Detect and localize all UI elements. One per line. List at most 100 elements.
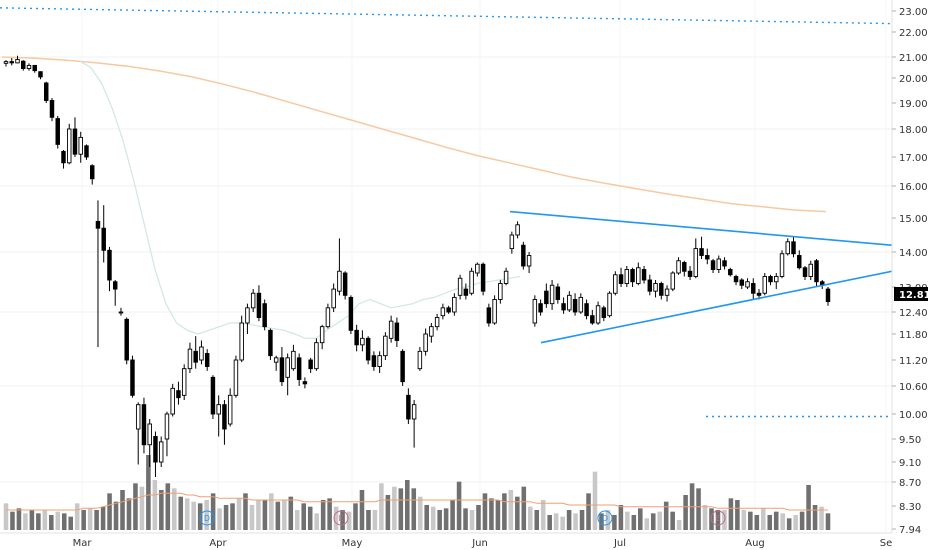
y-tick-label: 19.00 <box>899 99 928 110</box>
volume-bar <box>540 500 546 530</box>
volume-bar <box>812 505 818 530</box>
candle-body <box>158 441 164 463</box>
x-tick-label: May <box>342 538 363 549</box>
volume-bar <box>819 506 824 530</box>
current-price-value: 12.81 <box>899 290 931 301</box>
candle-body <box>762 276 768 294</box>
candle-body <box>112 281 118 290</box>
volume-bar <box>696 488 701 530</box>
candle-body <box>193 350 198 363</box>
volume-bar <box>527 506 533 530</box>
volume-bar <box>573 513 578 530</box>
candle-body <box>176 390 181 399</box>
candle-body <box>411 404 417 420</box>
volume-bar <box>191 501 196 530</box>
candle-body <box>722 260 727 267</box>
volume-bar <box>644 518 650 530</box>
y-tick-label: 8.70 <box>899 478 921 489</box>
volume-bar <box>372 510 378 530</box>
candle-body <box>279 357 285 383</box>
candle-body <box>538 303 543 313</box>
candle-body <box>452 296 457 313</box>
candle-body <box>498 283 503 300</box>
volume-bar <box>566 510 572 530</box>
candle-body <box>578 296 584 313</box>
earnings-marker[interactable] <box>710 510 726 526</box>
y-tick-label: 11.80 <box>899 330 928 341</box>
candle-body <box>814 260 819 283</box>
volume-bar <box>547 515 552 530</box>
candle-body <box>475 263 480 274</box>
candle-body <box>388 320 394 339</box>
x-axis: Mar Apr May Jun Jul Aug Se <box>73 538 893 549</box>
candle-body <box>262 303 267 328</box>
candle-body <box>210 376 216 415</box>
volume-bar <box>379 483 384 530</box>
candle-body <box>785 241 790 255</box>
candle-body <box>319 326 325 344</box>
volume-bar <box>282 500 287 530</box>
volume-bar <box>42 510 48 530</box>
candle-body <box>544 290 549 305</box>
current-price-background <box>894 287 928 301</box>
candle-body <box>515 224 520 236</box>
candle-body <box>549 284 555 305</box>
candle-body <box>342 272 348 296</box>
candle-body <box>72 128 78 155</box>
volume-bar <box>605 510 611 530</box>
candle-body <box>302 381 308 385</box>
volume-bar <box>100 506 106 530</box>
candle-body <box>659 283 664 296</box>
candle-body <box>250 292 256 309</box>
candle-body <box>532 299 538 324</box>
volume-bar <box>579 510 585 530</box>
volume-bar <box>327 498 332 530</box>
y-tick-label: 16.00 <box>899 182 928 193</box>
volume-bar <box>760 508 766 530</box>
volume-bar <box>663 501 669 530</box>
candle-body <box>601 307 607 318</box>
candle-body <box>153 436 158 463</box>
volume-bar <box>94 510 99 530</box>
candle-body <box>170 387 175 415</box>
volume-bar <box>508 490 514 530</box>
volume-bar <box>463 508 468 530</box>
candle-body <box>360 337 365 346</box>
volume-bar <box>411 488 417 530</box>
candle-body <box>49 100 55 118</box>
candle-body <box>222 404 227 430</box>
earnings-marker[interactable] <box>333 510 349 526</box>
event-marker-label: D <box>204 514 210 523</box>
volume-bar <box>49 515 54 530</box>
dividend-marker[interactable] <box>199 510 215 526</box>
candle-body <box>699 248 704 256</box>
candle-body <box>141 404 147 446</box>
candle-body <box>808 263 813 277</box>
y-tick-label: 18.00 <box>899 125 928 136</box>
volume-bar <box>515 496 520 530</box>
y-tick-label: 10.00 <box>899 410 928 421</box>
candle-body <box>710 260 716 270</box>
candle-body <box>285 357 290 378</box>
candle-body <box>797 255 802 269</box>
long-moving-average-line <box>1 56 827 213</box>
volume-bar <box>773 511 779 530</box>
candle-body <box>55 118 60 145</box>
volume-bar <box>741 510 747 530</box>
volume-bar <box>3 503 9 530</box>
volume-bar <box>825 513 831 530</box>
candle-body <box>561 303 566 311</box>
candle-body <box>774 276 779 283</box>
candle-body <box>492 299 497 324</box>
volume-bar <box>398 488 404 530</box>
dividend-marker[interactable] <box>597 510 613 526</box>
candle-body <box>641 269 647 281</box>
volume-bar <box>74 503 80 530</box>
candle-body <box>38 71 43 78</box>
volume-bar <box>294 510 300 530</box>
candle-body <box>84 145 89 158</box>
candle-body <box>618 274 624 284</box>
x-tick-label: Se <box>880 538 893 549</box>
volume-bar <box>249 505 255 530</box>
